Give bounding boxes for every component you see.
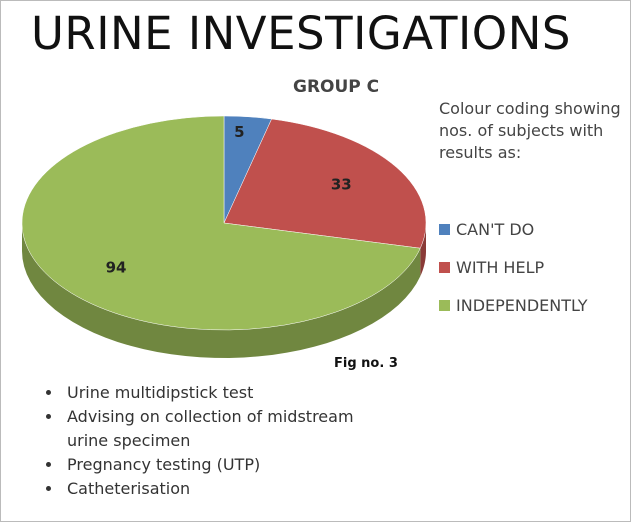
legend-label: INDEPENDENTLY [456, 296, 588, 315]
legend-label: WITH HELP [456, 258, 545, 277]
bullet-item: Advising on collection of midstream urin… [63, 405, 363, 453]
legend-label: CAN'T DO [456, 220, 535, 239]
figure-caption: Fig no. 3 [334, 356, 398, 371]
legend-swatch [439, 300, 450, 311]
data-label: 33 [331, 176, 352, 194]
bullet-list: Urine multidipstick testAdvising on coll… [31, 381, 363, 501]
pie-slice-side [22, 223, 421, 358]
chart-subtitle: GROUP C [293, 77, 380, 97]
slide-title: URINE INVESTIGATIONS [31, 7, 571, 60]
legend-item: CAN'T DO [439, 220, 534, 239]
pie-slice [223, 118, 427, 249]
bullet-item: Pregnancy testing (UTP) [63, 453, 363, 477]
data-label: 5 [234, 123, 244, 141]
legend-swatch [439, 262, 450, 273]
pie-chart: 5 33 94 [21, 115, 427, 358]
legend-item: WITH HELP [439, 258, 544, 277]
data-label: 94 [106, 258, 127, 276]
legend-title: Colour coding showing nos. of subjects w… [439, 99, 621, 162]
legend-swatch [439, 224, 450, 235]
bullet-item: Catheterisation [63, 477, 363, 501]
bullet-item: Urine multidipstick test [63, 381, 363, 405]
legend-item: INDEPENDENTLY [439, 296, 588, 315]
pie-slice [21, 115, 421, 331]
